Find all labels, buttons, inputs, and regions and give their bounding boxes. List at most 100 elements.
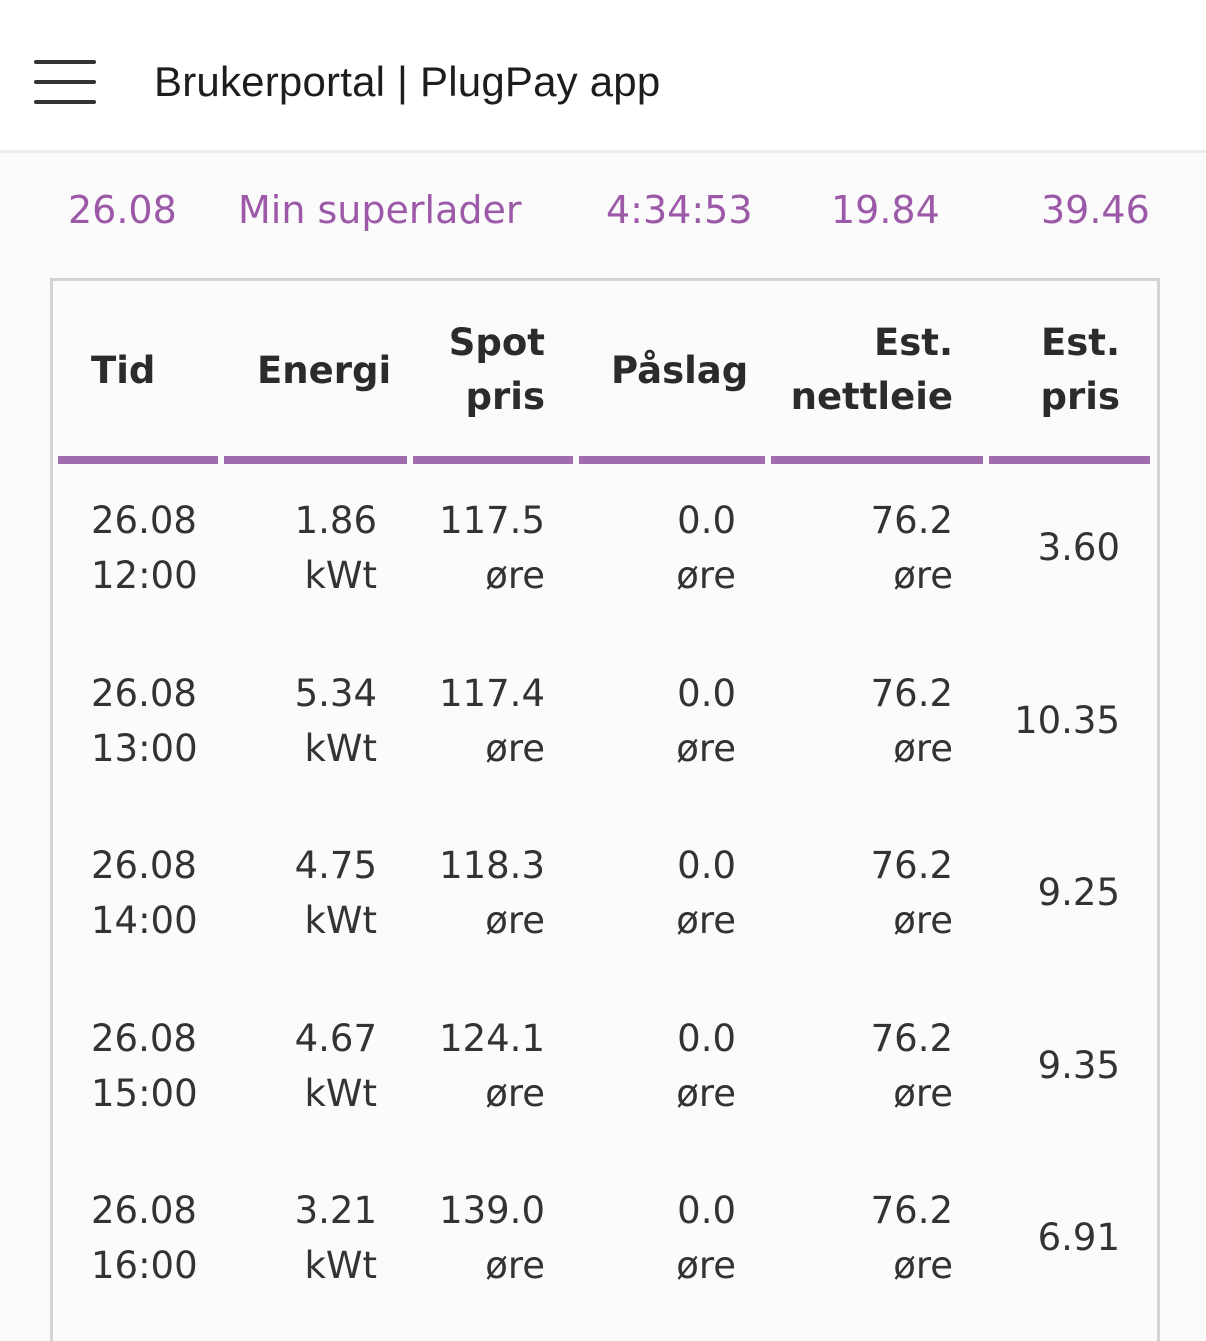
column-header-spot-line2: pris	[465, 375, 545, 418]
column-header-grid-line1: Est.	[873, 321, 953, 364]
column-header-energy: Energi	[257, 349, 392, 392]
cell-energy-unit: kWt	[304, 1072, 377, 1115]
cell-energy-unit: kWt	[304, 899, 377, 942]
app-header: Brukerportal | PlugPay app	[0, 0, 1206, 153]
cell-spot-price-unit: øre	[485, 899, 545, 942]
cell-energy: 5.34 kWt	[253, 666, 377, 776]
cell-markup: 0.0 øre	[593, 493, 736, 603]
cell-spot-price-value: 117.4	[439, 672, 545, 715]
column-header-price-line1: Est.	[1040, 321, 1120, 364]
menu-bar	[34, 100, 96, 104]
cell-energy-unit: kWt	[304, 1244, 377, 1287]
cell-est-price: 9.25	[1037, 871, 1120, 914]
cell-grid-fee: 76.2 øre	[813, 493, 953, 603]
cell-spot-price-unit: øre	[485, 1244, 545, 1287]
cell-spot-price-value: 124.1	[439, 1017, 545, 1060]
cell-date: 26.08 13:00	[91, 666, 291, 776]
column-header-spot: Spot pris	[393, 316, 545, 424]
cell-date-value: 26.08	[91, 1189, 197, 1232]
summary-charger-name: Min superlader	[238, 188, 522, 232]
column-header-price-line2: pris	[1040, 375, 1120, 418]
cell-est-price: 10.35	[1014, 699, 1120, 742]
cell-energy: 4.75 kWt	[253, 838, 377, 948]
cell-grid-fee: 76.2 øre	[813, 666, 953, 776]
cell-markup: 0.0 øre	[593, 666, 736, 776]
cell-spot-price: 117.4 øre	[393, 666, 545, 776]
cell-grid-fee-value: 76.2	[870, 499, 953, 542]
cell-est-price: 3.60	[1037, 526, 1120, 569]
cell-markup-value: 0.0	[677, 499, 736, 542]
cell-date-value: 26.08	[91, 1017, 197, 1060]
menu-bar	[34, 80, 96, 84]
summary-cost: 39.46	[1041, 188, 1150, 232]
cell-grid-fee-unit: øre	[893, 899, 953, 942]
cell-markup-value: 0.0	[677, 672, 736, 715]
cell-spot-price-value: 117.5	[439, 499, 545, 542]
cell-spot-price-unit: øre	[485, 1072, 545, 1115]
cell-date-unit: 13:00	[91, 727, 198, 770]
cell-date-unit: 15:00	[91, 1072, 198, 1115]
cell-markup-unit: øre	[676, 1244, 736, 1287]
cell-energy-value: 4.67	[294, 1017, 377, 1060]
summary-duration: 4:34:53	[606, 188, 753, 232]
column-header-price: Est. pris	[993, 316, 1120, 424]
cell-grid-fee: 76.2 øre	[813, 1011, 953, 1121]
cell-energy-value: 4.75	[294, 844, 377, 887]
header-underline	[58, 456, 218, 464]
cell-grid-fee-value: 76.2	[870, 1189, 953, 1232]
cell-grid-fee-value: 76.2	[870, 844, 953, 887]
hourly-breakdown-table: Tid Energi Spot pris Påslag Est. nettlei…	[50, 278, 1160, 1341]
cell-energy: 3.21 kWt	[253, 1183, 377, 1293]
cell-spot-price-value: 118.3	[439, 844, 545, 887]
header-underline	[413, 456, 573, 464]
cell-spot-price: 139.0 øre	[393, 1183, 545, 1293]
cell-date-value: 26.08	[91, 844, 197, 887]
cell-markup-value: 0.0	[677, 844, 736, 887]
cell-energy-unit: kWt	[304, 727, 377, 770]
cell-energy-value: 3.21	[294, 1189, 377, 1232]
cell-spot-price: 117.5 øre	[393, 493, 545, 603]
header-underline	[771, 456, 983, 464]
cell-date: 26.08 15:00	[91, 1011, 291, 1121]
summary-energy: 19.84	[831, 188, 940, 232]
cell-date: 26.08 12:00	[91, 493, 291, 603]
cell-markup-unit: øre	[676, 554, 736, 597]
header-underline	[224, 456, 407, 464]
cell-date: 26.08 16:00	[91, 1183, 291, 1293]
cell-est-price: 9.35	[1037, 1044, 1120, 1087]
cell-est-price: 6.91	[1037, 1216, 1120, 1259]
cell-energy-value: 1.86	[294, 499, 377, 542]
header-underline	[579, 456, 765, 464]
column-header-grid-line2: nettleie	[790, 375, 953, 418]
cell-date-unit: 14:00	[91, 899, 198, 942]
cell-date-value: 26.08	[91, 499, 197, 542]
cell-markup-unit: øre	[676, 899, 736, 942]
column-header-time: Tid	[91, 349, 156, 392]
cell-grid-fee-value: 76.2	[870, 672, 953, 715]
cell-markup-unit: øre	[676, 727, 736, 770]
hamburger-menu-icon[interactable]	[34, 58, 96, 108]
header-underline	[989, 456, 1150, 464]
cell-energy-value: 5.34	[294, 672, 377, 715]
cell-grid-fee-value: 76.2	[870, 1017, 953, 1060]
cell-spot-price-value: 139.0	[439, 1189, 545, 1232]
summary-date: 26.08	[68, 188, 177, 232]
cell-markup-value: 0.0	[677, 1189, 736, 1232]
column-header-grid: Est. nettleie	[753, 316, 953, 424]
column-header-spot-line1: Spot	[448, 321, 545, 364]
cell-spot-price-unit: øre	[485, 727, 545, 770]
column-header-markup: Påslag	[611, 349, 749, 392]
cell-markup-value: 0.0	[677, 1017, 736, 1060]
cell-grid-fee-unit: øre	[893, 1244, 953, 1287]
cell-spot-price-unit: øre	[485, 554, 545, 597]
cell-grid-fee-unit: øre	[893, 727, 953, 770]
cell-energy-unit: kWt	[304, 554, 377, 597]
cell-date-unit: 16:00	[91, 1244, 198, 1287]
cell-spot-price: 118.3 øre	[393, 838, 545, 948]
cell-energy: 4.67 kWt	[253, 1011, 377, 1121]
cell-markup-unit: øre	[676, 1072, 736, 1115]
cell-energy: 1.86 kWt	[253, 493, 377, 603]
cell-date: 26.08 14:00	[91, 838, 291, 948]
cell-date-unit: 12:00	[91, 554, 198, 597]
cell-spot-price: 124.1 øre	[393, 1011, 545, 1121]
